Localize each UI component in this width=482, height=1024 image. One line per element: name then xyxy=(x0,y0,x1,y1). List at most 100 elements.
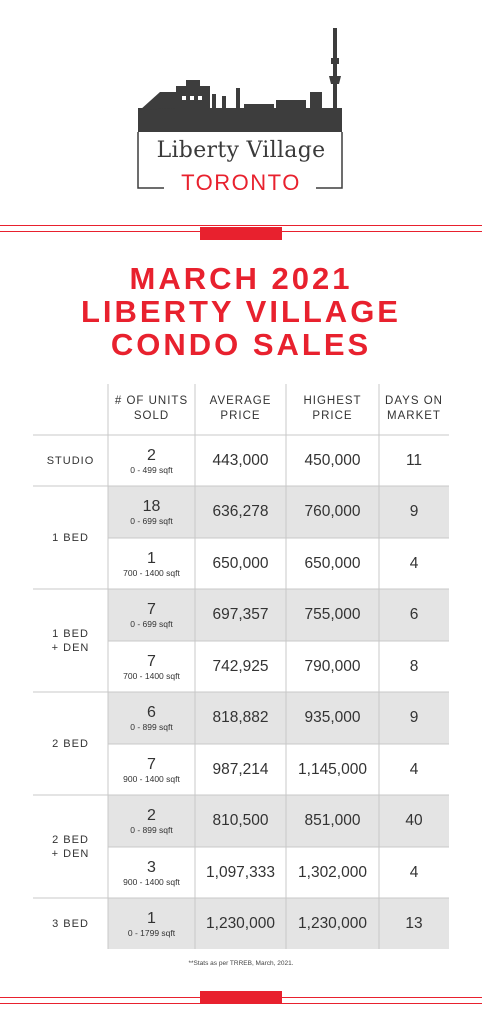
top-red-tab xyxy=(200,227,282,240)
highest-price: 1,230,000 xyxy=(298,914,367,932)
header-highest-price: HIGHEST PRICE xyxy=(286,384,379,434)
sqft-range: 0 - 699 sqft xyxy=(130,516,173,526)
row-shade xyxy=(108,486,449,538)
average-price: 636,278 xyxy=(212,503,269,520)
highest-price: 650,000 xyxy=(304,554,361,572)
header-units-line: SOLD xyxy=(133,410,170,422)
units-sold: 18 xyxy=(142,498,161,515)
title-line: LIBERTY VILLAGE xyxy=(80,294,401,329)
sqft-range: 900 - 1400 sqft xyxy=(123,773,180,784)
logo-village-name: Liberty Village xyxy=(156,138,326,163)
days-on-market: 6 xyxy=(409,606,419,623)
average-price: 650,000 xyxy=(212,554,269,572)
sqft-range: 700 - 1400 sqft xyxy=(123,670,180,681)
header-days-on-market: DAYS ON MARKET xyxy=(379,384,449,434)
days-on-market: 11 xyxy=(405,451,423,469)
units-sold: 1 xyxy=(147,549,156,567)
header-average-line: PRICE xyxy=(220,410,261,422)
days-on-market: 8 xyxy=(409,657,419,675)
highest-price: 450,000 xyxy=(304,451,361,469)
units-cell: 6 0 - 899 sqft xyxy=(108,692,195,744)
sqft-range: 900 - 1400 sqft xyxy=(123,876,180,887)
units-cell: 3 900 - 1400 sqft xyxy=(108,847,195,898)
header-units-line: # OF UNITS xyxy=(114,395,189,407)
top-rule xyxy=(0,225,482,226)
highest-price: 790,000 xyxy=(304,657,361,675)
header-highest-line: PRICE xyxy=(312,410,353,422)
average-price: 443,000 xyxy=(212,451,269,469)
average-price: 1,230,000 xyxy=(206,914,275,932)
category-label: + DEN xyxy=(51,847,90,860)
bottom-rule xyxy=(0,1003,482,1004)
days-on-market: 40 xyxy=(405,812,423,829)
days-on-market: 9 xyxy=(409,503,419,520)
units-sold: 7 xyxy=(147,652,156,670)
category-label: 1 BED xyxy=(52,531,89,544)
toronto-skyline-icon xyxy=(137,28,343,189)
title-line: MARCH 2021 xyxy=(129,261,353,296)
average-price: 1,097,333 xyxy=(206,863,275,881)
row-shade xyxy=(108,898,449,949)
highest-price: 1,145,000 xyxy=(298,760,367,778)
units-sold: 3 xyxy=(147,858,156,876)
sqft-range: 0 - 899 sqft xyxy=(130,825,173,835)
logo: Liberty Village TORONTO xyxy=(0,0,482,215)
highest-price: 851,000 xyxy=(304,812,361,829)
footnote: **Stats as per TRREB, March, 2021. xyxy=(188,960,294,967)
bottom-rule xyxy=(0,997,482,998)
days-on-market: 4 xyxy=(409,863,419,881)
title-line: CONDO SALES xyxy=(110,327,372,362)
category-studio: STUDIO xyxy=(33,435,108,486)
category-3-bed: 3 BED xyxy=(33,898,108,949)
units-cell: 2 0 - 499 sqft xyxy=(108,435,195,486)
units-sold: 2 xyxy=(147,446,156,464)
category-2-bed-den: 2 BED + DEN xyxy=(33,795,108,898)
units-sold: 1 xyxy=(147,909,156,927)
category-1-bed-den: 1 BED + DEN xyxy=(33,589,108,692)
units-sold: 7 xyxy=(147,755,156,773)
header-highest-line: HIGHEST xyxy=(303,395,362,407)
category-1-bed: 1 BED xyxy=(33,486,108,589)
category-label: 1 BED xyxy=(52,627,89,640)
highest-price: 755,000 xyxy=(304,606,361,623)
units-cell: 7 0 - 699 sqft xyxy=(108,589,195,641)
units-cell: 1 700 - 1400 sqft xyxy=(108,538,195,589)
category-label: 3 BED xyxy=(52,917,89,930)
units-cell: 18 0 - 699 sqft xyxy=(108,486,195,538)
category-label: + DEN xyxy=(51,641,90,654)
units-sold: 7 xyxy=(147,601,156,618)
logo-city-name: TORONTO xyxy=(181,170,301,195)
category-label: 2 BED xyxy=(52,833,89,846)
units-cell: 7 900 - 1400 sqft xyxy=(108,744,195,795)
average-price: 987,214 xyxy=(212,760,269,778)
days-on-market: 4 xyxy=(409,760,419,778)
row-shade xyxy=(108,589,449,641)
units-cell: 7 700 - 1400 sqft xyxy=(108,641,195,692)
header-average-price: AVERAGE PRICE xyxy=(195,384,286,434)
header-units: # OF UNITS SOLD xyxy=(108,384,195,434)
sqft-range: 700 - 1400 sqft xyxy=(123,567,180,578)
highest-price: 1,302,000 xyxy=(298,863,367,881)
days-on-market: 9 xyxy=(409,709,419,726)
days-on-market: 13 xyxy=(405,914,423,932)
average-price: 818,882 xyxy=(212,709,269,726)
sqft-range: 0 - 1799 sqft xyxy=(127,927,176,938)
header-average-line: AVERAGE xyxy=(209,395,272,407)
sqft-range: 0 - 899 sqft xyxy=(130,722,173,732)
highest-price: 760,000 xyxy=(304,503,361,520)
sqft-range: 0 - 699 sqft xyxy=(130,619,173,629)
units-sold: 2 xyxy=(147,807,156,824)
row-shade xyxy=(108,795,449,847)
average-price: 810,500 xyxy=(212,812,269,829)
category-label: STUDIO xyxy=(46,454,95,467)
units-sold: 6 xyxy=(147,704,156,721)
category-2-bed: 2 BED xyxy=(33,692,108,795)
header-days-line: MARKET xyxy=(387,410,441,422)
units-cell: 2 0 - 899 sqft xyxy=(108,795,195,847)
average-price: 697,357 xyxy=(212,606,269,623)
units-cell: 1 0 - 1799 sqft xyxy=(108,898,195,949)
row-shade xyxy=(108,692,449,744)
header-days-line: DAYS ON xyxy=(385,395,443,407)
